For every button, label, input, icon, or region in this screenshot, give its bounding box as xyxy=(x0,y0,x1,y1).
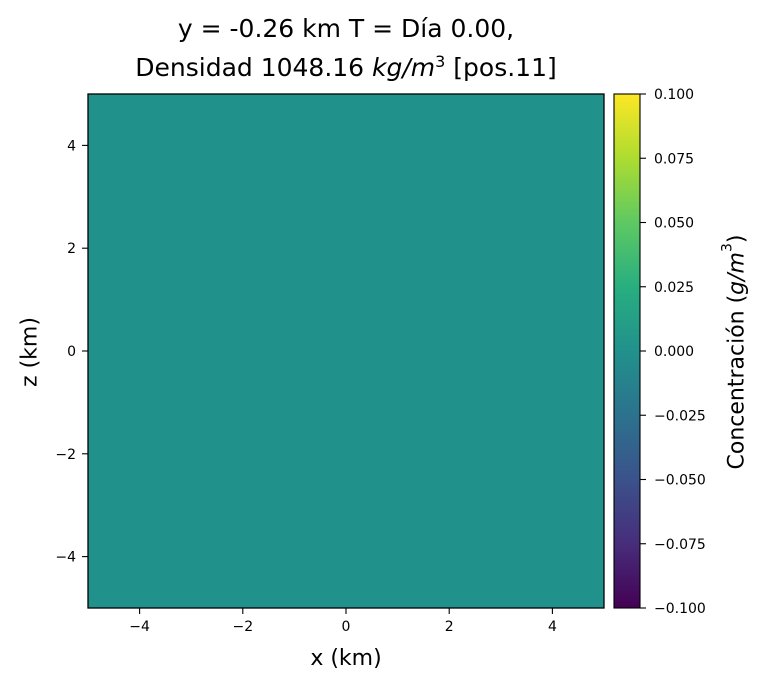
y-tick-label: 4 xyxy=(67,138,76,154)
x-tick-label: 0 xyxy=(342,619,351,635)
colorbar-tick-label: −0.075 xyxy=(654,537,706,553)
x-tick-label: 4 xyxy=(548,619,557,635)
y-tick-label: 2 xyxy=(67,241,76,257)
y-tick-label: −2 xyxy=(55,447,76,463)
y-tick-label: 0 xyxy=(67,344,76,360)
colorbar-tick-label: −0.025 xyxy=(654,408,706,424)
title-unit-base: kg/m xyxy=(372,53,436,82)
colorbar-tick-label: 0.025 xyxy=(654,280,694,296)
x-axis-label: x (km) xyxy=(310,646,382,671)
x-tick-label: 2 xyxy=(445,619,454,635)
colorbar-tick-label: 0.100 xyxy=(654,87,694,103)
colorbar: 0.100 0.075 0.050 0.025 0.000 −0.025 −0.050 −0.… xyxy=(613,87,706,617)
colorbar-tick-label: −0.050 xyxy=(654,473,706,489)
x-tick-label: −2 xyxy=(232,619,253,635)
colorbar-unit-base: g/m xyxy=(724,252,750,295)
colorbar-label-close: ) xyxy=(724,234,750,244)
colorbar-tick-label: 0.050 xyxy=(654,216,694,232)
colorbar-tick-label: 0.000 xyxy=(654,344,694,360)
y-tick-label: −4 xyxy=(55,550,76,566)
y-axis-label: z (km) xyxy=(17,317,43,387)
title-position-text: [pos.11] xyxy=(445,53,557,82)
chart-title-line-2: Densidad 1048.16 kg/m3 [pos.11] xyxy=(0,52,692,83)
colorbar-unit-exponent: 3 xyxy=(719,243,736,253)
heatmap-field xyxy=(88,94,604,608)
title-density-text: Densidad 1048.16 xyxy=(135,53,373,82)
x-tick-label: −4 xyxy=(129,619,150,635)
colorbar-gradient xyxy=(614,94,640,608)
plot-area xyxy=(87,93,605,609)
chart-title-line-1: y = -0.26 km T = Día 0.00, xyxy=(177,14,515,43)
x-axis: −4 −2 0 2 4 xyxy=(129,608,557,635)
colorbar-label-text: Concentración ( xyxy=(724,294,750,470)
title-unit-exponent: 3 xyxy=(435,52,446,71)
colorbar-tick-label: −0.100 xyxy=(654,601,706,617)
colorbar-tick-label: 0.075 xyxy=(654,151,694,167)
y-axis: −4 −2 0 2 4 xyxy=(55,138,88,566)
colorbar-label: Concentración (g/m3) xyxy=(720,234,750,470)
